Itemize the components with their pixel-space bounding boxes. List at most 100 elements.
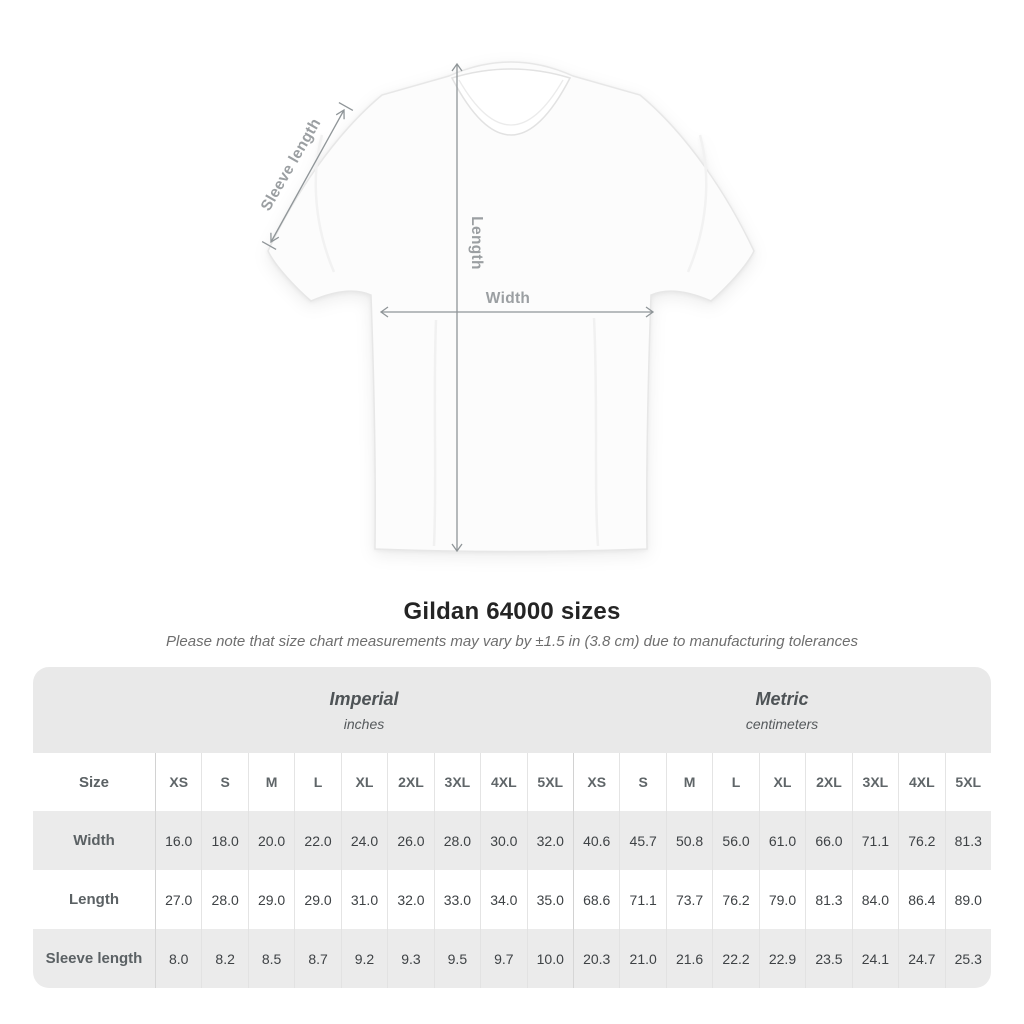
size-value-cell: 28.0	[201, 870, 247, 929]
size-value-cell: 31.0	[340, 870, 387, 929]
row-label: Length	[69, 891, 119, 908]
size-value-cell: 9.5	[433, 929, 480, 988]
imperial-label: Imperial	[329, 688, 399, 709]
crease-sleeve-right	[686, 134, 708, 273]
row-label: Sleeve length	[45, 950, 143, 967]
size-column-header: 5XL	[526, 753, 573, 811]
tolerance-note: Please note that size chart measurements…	[166, 633, 858, 650]
size-value-cell: 45.7	[619, 811, 665, 870]
collar-seam	[458, 79, 564, 126]
size-column-header: 2XL	[805, 753, 851, 811]
size-value-cell: 8.5	[247, 929, 294, 988]
tshirt-diagram-svg: Sleeve length Length Width	[258, 61, 755, 553]
size-value-cell: 23.5	[805, 929, 851, 988]
size-value-cell: 8.0	[155, 929, 201, 988]
size-value-cell: 30.0	[480, 811, 526, 870]
size-value-cell: 71.1	[851, 811, 898, 870]
size-value-cell: 22.0	[294, 811, 340, 870]
unit-header-band: Imperial inches Metric centimeters	[33, 667, 991, 753]
metric-unit-label: centimeters	[745, 715, 819, 732]
size-value-cell: 9.3	[387, 929, 433, 988]
size-column-header: 3XL	[433, 753, 480, 811]
size-column-header: S	[619, 753, 665, 811]
table-row: Length 27.0 28.0 29.0 29.0 31.0 32.0 33.0 34.0 35…	[33, 870, 991, 929]
title-block: Gildan 64000 sizes Please note that size…	[0, 598, 1024, 650]
size-column-header: M	[247, 753, 294, 811]
width-arrow	[379, 306, 655, 318]
size-column-header: M	[665, 753, 712, 811]
size-column-header: 5XL	[944, 753, 991, 811]
crease-left	[432, 319, 438, 547]
size-column-header: 3XL	[851, 753, 898, 811]
size-column-header: XS	[572, 753, 619, 811]
table-row: Sleeve length 8.0 8.2 8.5 8.7 9.2 9.3 9.5 9.7 10.…	[33, 929, 991, 988]
size-value-cell: 22.2	[712, 929, 758, 988]
metric-label: Metric	[755, 688, 809, 709]
size-value-cell: 79.0	[758, 870, 805, 929]
size-value-cell: 33.0	[433, 870, 480, 929]
size-value-cell: 18.0	[201, 811, 247, 870]
size-value-cell: 40.6	[572, 811, 619, 870]
sleeve-length-arrow	[261, 102, 354, 250]
size-value-cell: 22.9	[758, 929, 805, 988]
size-value-cell: 8.7	[294, 929, 340, 988]
size-value-cell: 27.0	[155, 870, 201, 929]
size-chart-table: Imperial inches Metric centimeters Size …	[33, 667, 991, 988]
table-row: Width 16.0 18.0 20.0 22.0 24.0 26.0 28.0 30.0 32.…	[33, 811, 991, 870]
size-value-cell: 76.2	[712, 870, 758, 929]
size-column-header: L	[712, 753, 758, 811]
size-value-cell: 71.1	[619, 870, 665, 929]
size-value-cell: 32.0	[526, 811, 573, 870]
size-value-cell: 86.4	[898, 870, 944, 929]
crease-right	[592, 317, 600, 547]
row-label: Width	[73, 832, 115, 849]
size-column-header: 4XL	[480, 753, 526, 811]
size-value-cell: 20.0	[247, 811, 294, 870]
size-value-cell: 81.3	[805, 870, 851, 929]
imperial-unit-label: inches	[343, 715, 385, 732]
size-value-cell: 9.2	[340, 929, 387, 988]
size-value-cell: 28.0	[433, 811, 480, 870]
size-value-cell: 81.3	[944, 811, 991, 870]
unit-header-metric: Metric centimeters	[573, 667, 991, 753]
size-value-cell: 61.0	[758, 811, 805, 870]
size-value-cell: 29.0	[294, 870, 340, 929]
size-column-header: XS	[155, 753, 201, 811]
size-column-header: XL	[758, 753, 805, 811]
size-value-cell: 20.3	[572, 929, 619, 988]
table-body: Width 16.0 18.0 20.0 22.0 24.0 26.0 28.0 30.0 32.…	[33, 811, 991, 988]
size-value-cell: 89.0	[944, 870, 991, 929]
size-value-cell: 84.0	[851, 870, 898, 929]
size-header-row: Size XS S M L XL 2XL 3XL 4XL 5XL XS S M L XL 2XL 3XL 4XL…	[33, 753, 991, 811]
size-value-cell: 34.0	[480, 870, 526, 929]
size-value-cell: 21.6	[665, 929, 712, 988]
size-value-cell: 50.8	[665, 811, 712, 870]
size-value-cell: 66.0	[805, 811, 851, 870]
size-value-cell: 73.7	[665, 870, 712, 929]
size-value-cell: 35.0	[526, 870, 573, 929]
crease-sleeve-left	[314, 134, 336, 273]
size-value-cell: 24.7	[898, 929, 944, 988]
size-value-cell: 24.0	[340, 811, 387, 870]
measurement-arrows	[261, 62, 655, 553]
size-column-label: Size	[78, 773, 109, 791]
size-value-cell: 26.0	[387, 811, 433, 870]
size-value-cell: 68.6	[572, 870, 619, 929]
size-column-header: S	[201, 753, 247, 811]
size-value-cell: 10.0	[526, 929, 573, 988]
tshirt-body	[267, 61, 755, 553]
unit-header-imperial: Imperial inches	[155, 667, 573, 753]
page-title: Gildan 64000 sizes	[403, 598, 621, 625]
size-value-cell: 29.0	[247, 870, 294, 929]
collar	[450, 68, 572, 136]
width-label: Width	[486, 290, 530, 307]
length-arrow	[451, 62, 463, 553]
tshirt-size-diagram: Sleeve length Length Width	[258, 61, 755, 553]
size-value-cell: 56.0	[712, 811, 758, 870]
tshirt-graphic	[267, 61, 755, 553]
size-value-cell: 32.0	[387, 870, 433, 929]
size-value-cell: 21.0	[619, 929, 665, 988]
size-value-cell: 76.2	[898, 811, 944, 870]
length-label: Length	[468, 216, 485, 269]
size-column-header: XL	[340, 753, 387, 811]
